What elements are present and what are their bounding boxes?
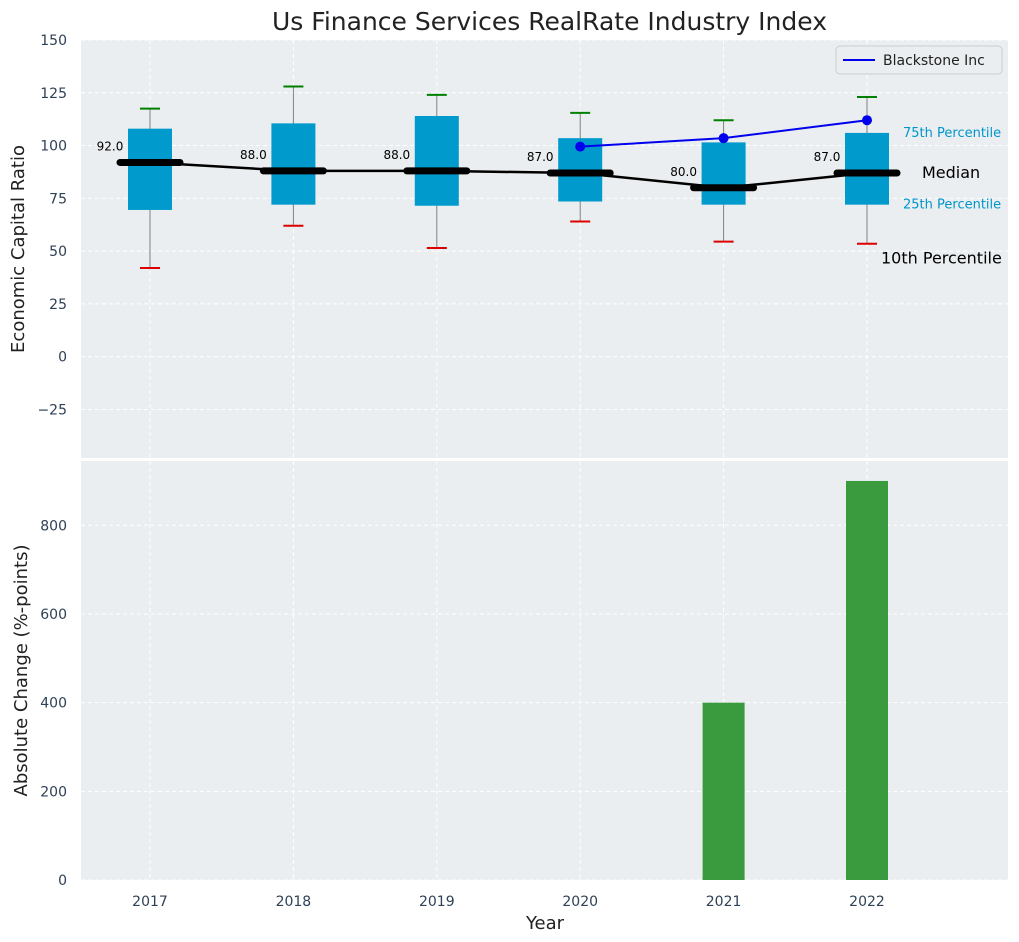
change-bar-2021	[702, 702, 745, 880]
x-ticks: 2017 2018 2019 2020 2021 2022	[132, 894, 885, 910]
top-y-tick-label: −25	[37, 402, 67, 418]
x-tick-label-2017: 2017	[132, 894, 168, 910]
annotation-p25: 25th Percentile	[903, 198, 1001, 213]
bottom-y-tick-label: 200	[40, 784, 67, 800]
top-y-tick-label: 150	[40, 33, 67, 49]
change-bar-2022	[846, 480, 888, 880]
legend: Blackstone Inc	[835, 45, 1003, 75]
median-value-label-2020: 87.0	[527, 150, 554, 164]
median-value-label-2022: 87.0	[814, 150, 841, 164]
x-tick-label-2019: 2019	[419, 894, 455, 910]
bottom-y-tick-label: 800	[40, 518, 67, 534]
legend-box	[835, 45, 1003, 75]
top-y-tick-label: 25	[49, 297, 67, 313]
annotation-p75: 75th Percentile	[903, 126, 1001, 141]
median-value-label-2018: 88.0	[240, 148, 267, 162]
top-y-axis-label: Economic Capital Ratio	[8, 145, 29, 353]
annotation-p10: 10th Percentile	[881, 249, 1002, 268]
top-plot-area	[81, 40, 1008, 458]
top-y-tick-label: 0	[58, 350, 67, 366]
iqr-box-2017	[128, 128, 172, 210]
company-series	[575, 115, 872, 152]
blackstone-point-2021	[718, 133, 729, 144]
chart-title: Us Finance Services RealRate Industry In…	[272, 7, 827, 36]
iqr-box-2021	[701, 142, 746, 205]
legend-label-blackstone: Blackstone Inc	[883, 53, 985, 69]
median-value-label-2019: 88.0	[383, 148, 410, 162]
x-axis-label: Year	[525, 913, 565, 934]
top-y-ticks: −25 0 25 50 75 100 125 150	[37, 33, 67, 418]
x-tick-label-2021: 2021	[706, 894, 742, 910]
blackstone-point-2022	[862, 115, 872, 126]
top-y-tick-label: 100	[40, 139, 67, 155]
iqr-box-2022	[845, 132, 889, 205]
top-y-tick-label: 50	[49, 244, 67, 260]
median-layer: 92.0 88.0 88.0 87.0 80.0 87.0	[97, 139, 901, 192]
bottom-y-ticks: 0 200 400 600 800	[40, 518, 67, 889]
top-gridlines	[81, 39, 1008, 458]
iqr-box-2018	[271, 123, 316, 205]
x-tick-label-2018: 2018	[276, 894, 312, 910]
x-tick-label-2022: 2022	[849, 894, 885, 910]
bottom-y-tick-label: 400	[40, 696, 67, 712]
iqr-box-2019	[414, 116, 459, 206]
x-tick-label-2020: 2020	[562, 894, 598, 910]
blackstone-point-2020	[575, 141, 586, 152]
top-y-tick-label: 75	[49, 191, 67, 207]
top-y-tick-label: 125	[40, 86, 67, 102]
median-value-label-2017: 92.0	[97, 139, 124, 153]
bottom-y-axis-label: Absolute Change (%-points)	[11, 545, 32, 797]
percentile-boxes	[128, 85, 889, 269]
annotation-median: Median	[922, 163, 980, 182]
bottom-y-tick-label: 600	[40, 607, 67, 623]
bottom-y-tick-label: 0	[58, 873, 67, 889]
change-bars	[702, 480, 888, 880]
median-value-label-2021: 80.0	[670, 165, 697, 179]
